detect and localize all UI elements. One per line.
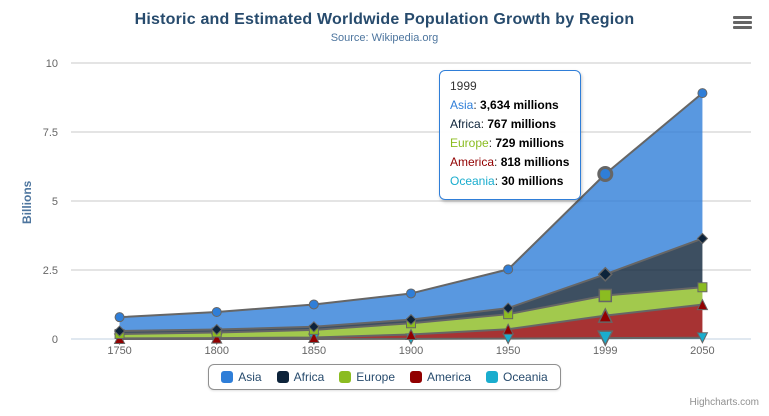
tooltip-rows: Asia: 3,634 millions Africa: 767 millions… xyxy=(450,96,569,191)
legend-item-europe[interactable]: Europe xyxy=(339,370,395,384)
tooltip-row-europe: Europe: 729 millions xyxy=(450,136,565,150)
legend-item-oceania[interactable]: Oceania xyxy=(486,370,548,384)
legend-box: Asia Africa Europe America Oceania xyxy=(208,364,561,390)
tooltip-row-oceania: Oceania: 30 millions xyxy=(450,174,564,188)
x-axis-label: 1950 xyxy=(496,345,520,357)
x-axis-label: 1999 xyxy=(593,345,617,357)
legend-item-africa[interactable]: Africa xyxy=(276,370,325,384)
legend-label-america: America xyxy=(427,370,472,384)
chart-title: Historic and Estimated Worldwide Populat… xyxy=(134,11,635,28)
y-axis-label: 2.5 xyxy=(43,265,58,277)
point-europe-1999[interactable] xyxy=(598,288,613,303)
point-africa-1999[interactable] xyxy=(597,266,613,282)
tooltip: 1999 Asia: 3,634 millions Africa: 767 mil… xyxy=(439,70,582,200)
legend-label-europe: Europe xyxy=(356,370,395,384)
point-asia-1950[interactable] xyxy=(503,264,514,275)
point-asia-1800[interactable] xyxy=(211,307,222,318)
area-africa xyxy=(119,238,703,334)
legend-swatch-oceania xyxy=(486,371,499,383)
point-america-1999[interactable] xyxy=(597,307,613,323)
point-asia-1750[interactable] xyxy=(114,312,125,323)
legend-label-asia: Asia xyxy=(238,370,262,384)
point-america-1950[interactable] xyxy=(502,323,514,335)
legend-swatch-asia xyxy=(221,371,234,383)
point-oceania-1999[interactable] xyxy=(597,330,614,347)
menu-bar xyxy=(733,21,752,25)
point-asia-1850[interactable] xyxy=(308,299,319,310)
legend-swatch-america xyxy=(410,371,422,383)
point-africa-1850[interactable] xyxy=(308,321,320,333)
legend-item-asia[interactable]: Asia xyxy=(221,370,262,384)
point-asia-1999[interactable] xyxy=(597,166,614,183)
point-africa-1950[interactable] xyxy=(502,302,514,314)
point-africa-1750[interactable] xyxy=(113,325,126,337)
y-axis-label: 7.5 xyxy=(43,127,58,139)
point-africa-2050[interactable] xyxy=(696,232,709,245)
legend: Asia Africa Europe America Oceania xyxy=(0,364,769,390)
legend-swatch-europe xyxy=(339,371,352,383)
point-africa-1900[interactable] xyxy=(405,313,417,326)
point-africa-1800[interactable] xyxy=(211,323,223,336)
point-asia-1900[interactable] xyxy=(406,288,416,299)
x-axis-label: 1800 xyxy=(204,345,228,357)
point-america-1900[interactable] xyxy=(405,328,417,341)
y-axis-label: 0 xyxy=(52,334,58,346)
x-axis-label: 1900 xyxy=(399,345,423,357)
tooltip-row-africa: Africa: 767 millions xyxy=(450,117,557,131)
point-asia-2050[interactable] xyxy=(697,88,708,99)
point-america-2050[interactable] xyxy=(696,298,709,311)
area-america xyxy=(119,304,703,339)
point-europe-2050[interactable] xyxy=(697,282,708,293)
credits-link[interactable]: Highcharts.com xyxy=(689,397,759,408)
point-oceania-2050[interactable] xyxy=(696,332,709,344)
tooltip-row-asia: Asia: 3,634 millions xyxy=(450,98,559,112)
menu-bar xyxy=(733,16,752,20)
point-america-1850[interactable] xyxy=(308,331,320,343)
chart-subtitle: Source: Wikipedia.org xyxy=(330,32,439,44)
hamburger-menu-icon[interactable] xyxy=(733,16,753,32)
legend-label-africa: Africa xyxy=(293,370,325,384)
tooltip-row-america: America: 818 millions xyxy=(450,155,570,169)
tooltip-header: 1999 xyxy=(450,79,477,93)
legend-label-oceania: Oceania xyxy=(503,370,548,384)
x-axis-label: 2050 xyxy=(690,345,714,357)
x-axis-label: 1750 xyxy=(107,345,131,357)
legend-swatch-africa xyxy=(276,371,289,383)
y-axis-label: 5 xyxy=(52,196,58,208)
menu-bar xyxy=(733,26,752,30)
y-axis-label: 10 xyxy=(46,58,58,70)
area-asia xyxy=(119,93,703,332)
point-america-1800[interactable] xyxy=(210,331,223,344)
x-axis-label: 1850 xyxy=(302,345,326,357)
legend-item-america[interactable]: America xyxy=(410,370,471,384)
